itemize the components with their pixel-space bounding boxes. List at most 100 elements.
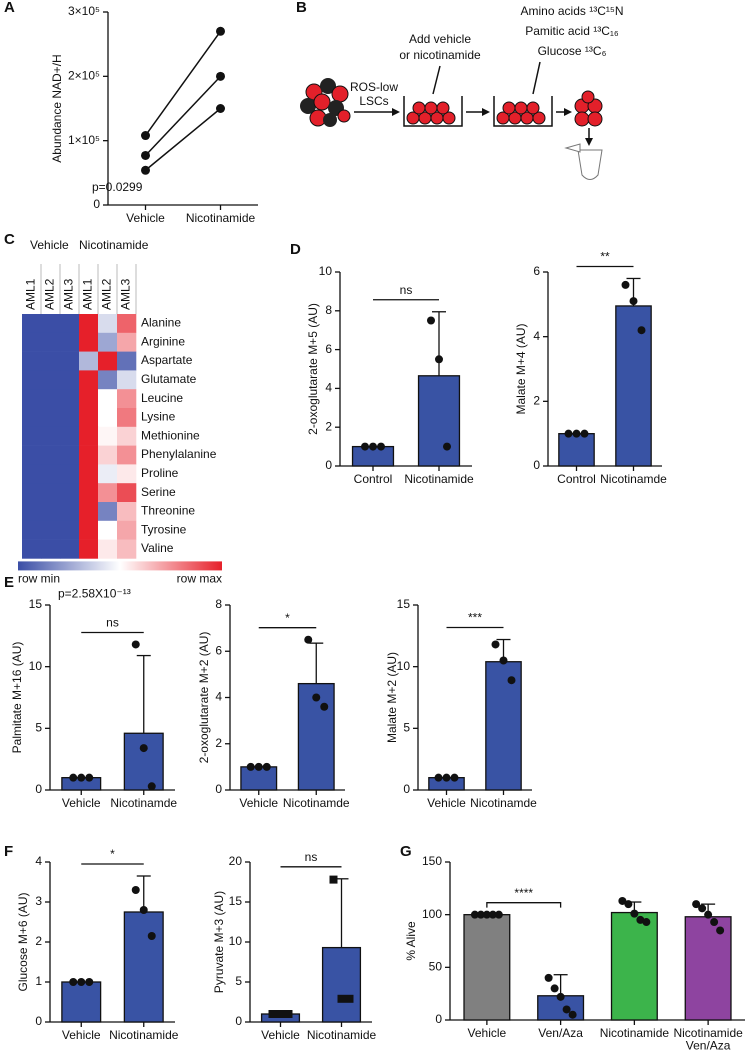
data-point [716,926,725,935]
data-point [556,992,565,1001]
column-label: AML3 [119,278,133,310]
step-label: LSCs [359,94,388,108]
series-line [144,30,222,136]
x-tick-label: Nicotinamide [307,1028,377,1042]
heatmap-cell [98,370,118,390]
row-label: Alanine [141,316,181,330]
row-label: Valine [141,541,174,555]
y-tick-label: 0 [35,1014,42,1028]
y-tick-label: 0 [403,782,410,796]
y-axis-label: Pyruvate M+3 (AU) [212,891,226,993]
heatmap-cell [79,408,99,428]
workflow-diagram: B ROS-low LSCs Add vehicle or nicotinami… [296,0,624,180]
x-tick-label: Nicotinamide [600,1026,670,1040]
heatmap-cell [41,408,61,428]
data-point [85,978,94,986]
tracer-label: Amino acids ¹³C¹⁵N [521,4,624,18]
significance-label: ns [106,616,119,630]
data-point [572,429,581,438]
column-label: AML1 [24,278,38,310]
data-point [131,640,140,649]
data-point [564,429,573,438]
data-point [276,1010,285,1018]
arrow-head [482,108,490,116]
y-tick-label: 50 [429,960,443,974]
x-tick-label: Nicotinamide [109,1028,179,1042]
arrow [432,65,441,95]
heatmap-cell [98,426,118,446]
y-axis-label: Abundance NAD+/H [50,54,64,162]
data-point [618,896,627,905]
heatmap-cell [98,464,118,484]
colorbar [18,561,222,571]
panel-label: A [4,0,15,16]
heatmap-cell [41,314,61,334]
bar [123,911,164,1023]
data-point [544,973,553,982]
y-axis-label: 2-oxoglutarate M+5 (AU) [306,303,320,435]
data-point [304,635,313,644]
data-point [710,918,719,927]
row-label: Lysine [141,410,176,424]
annotation: p=0.0299 [92,180,143,194]
data-point [69,773,78,782]
heatmap-cell [98,389,118,409]
data-point [562,1005,571,1014]
data-point [139,744,148,753]
data-point [139,906,148,914]
heatmap-cell [41,389,61,409]
data-point [443,442,451,451]
heatmap-cell [98,445,118,465]
x-tick-label: Nicotinamde [110,796,177,810]
heatmap-cell [60,389,80,409]
y-tick-label: 0 [93,197,100,211]
data-point [141,165,150,175]
x-tick-label: Nicotinamide [186,211,256,225]
row-label: Methionine [141,428,200,442]
panel-label: E [4,574,14,591]
column-label: AML2 [43,278,57,310]
heatmap-cell [117,389,137,409]
column-label: AML3 [62,278,76,310]
data-point [494,910,503,919]
data-point [435,355,443,364]
heatmap-cell [60,445,80,465]
heatmap-cell [98,408,118,428]
data-point [491,640,500,649]
data-point [499,656,508,665]
heatmap-cell [22,464,42,484]
y-tick-label: 10 [229,934,243,948]
y-tick-label: 2 [215,736,222,750]
heatmap-cell [60,370,80,390]
series-line [145,107,221,171]
data-point [704,910,713,919]
x-tick-label: Nicotinamde [470,796,537,810]
heatmap-cell [41,426,61,446]
x-tick-label: Vehicle [239,796,278,810]
data-point [216,71,225,81]
data-point [629,297,638,306]
significance-label: ns [305,850,318,864]
y-tick-label: 6 [325,342,332,356]
y-tick-label: 4 [325,381,332,395]
colorbar-label: row min [18,572,60,586]
step-label: ROS-low [350,80,398,94]
y-tick-label: 3 [35,894,42,908]
y-tick-label: 2×10⁵ [68,69,100,83]
step-label: or nicotinamide [399,48,481,62]
significance-label: ns [400,283,413,297]
y-axis-label: 2-oxoglutarate M+2 (AU) [197,632,211,764]
y-tick-label: 150 [422,854,442,868]
x-tick-label: Nicotinamde [600,472,667,486]
annotation: p=2.58X10⁻¹³ [58,587,131,601]
y-axis-label: % Alive [404,921,418,961]
heatmap-cell [60,351,80,371]
y-tick-label: 8 [325,303,332,317]
y-tick-label: 15 [229,894,243,908]
row-label: Proline [141,466,179,480]
panel-label: B [296,0,307,16]
row-label: Leucine [141,391,183,405]
x-tick-label: Vehicle [261,1028,300,1042]
heatmap-cell [60,426,80,446]
